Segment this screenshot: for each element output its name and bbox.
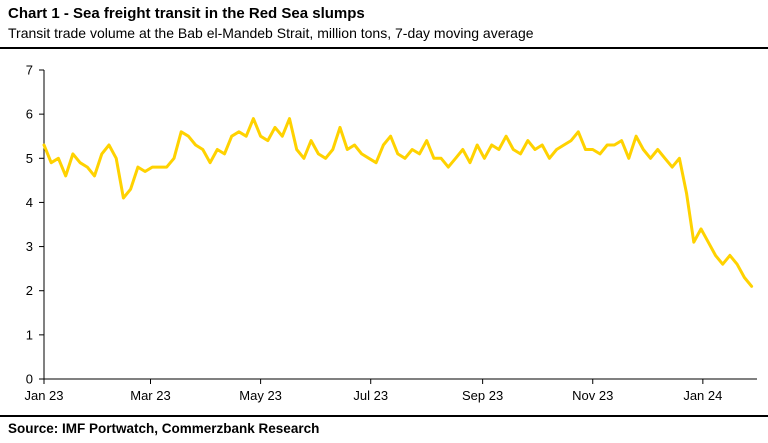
x-tick-label: May 23 [239, 388, 282, 403]
top-rule [0, 47, 768, 49]
y-tick-label: 6 [26, 107, 33, 122]
y-axis: 0 1 2 3 4 5 6 7 [26, 63, 45, 387]
x-tick-label: Nov 23 [572, 388, 613, 403]
x-tick-label: Mar 23 [130, 388, 170, 403]
y-tick-label: 1 [26, 327, 33, 342]
source-note: Source: IMF Portwatch, Commerzbank Resea… [8, 421, 320, 436]
x-axis: Jan 23 Mar 23 May 23 Jul 23 Sep 23 Nov 23 Jan … [24, 378, 757, 403]
x-tick-label: Sep 23 [462, 388, 503, 403]
y-tick-label: 2 [26, 283, 33, 298]
x-tick-label: Jul 23 [353, 388, 388, 403]
y-tick-label: 0 [26, 372, 33, 387]
y-tick-label: 5 [26, 151, 33, 166]
x-tick-label: Jan 23 [24, 388, 63, 403]
y-tick-label: 4 [26, 195, 33, 210]
y-tick-label: 7 [26, 63, 33, 78]
line-chart: 0 1 2 3 4 5 6 7 Jan 23 Mar 23 May 23 Jul 23 Sep 23 N… [24, 63, 757, 403]
x-tick-label: Jan 24 [683, 388, 722, 403]
series-layer [42, 117, 754, 288]
series-line [42, 117, 754, 288]
chart-title: Chart 1 - Sea freight transit in the Red… [8, 5, 365, 22]
chart-subtitle: Transit trade volume at the Bab el-Mande… [8, 25, 534, 41]
bottom-rule [0, 415, 768, 417]
y-tick-label: 3 [26, 239, 33, 254]
